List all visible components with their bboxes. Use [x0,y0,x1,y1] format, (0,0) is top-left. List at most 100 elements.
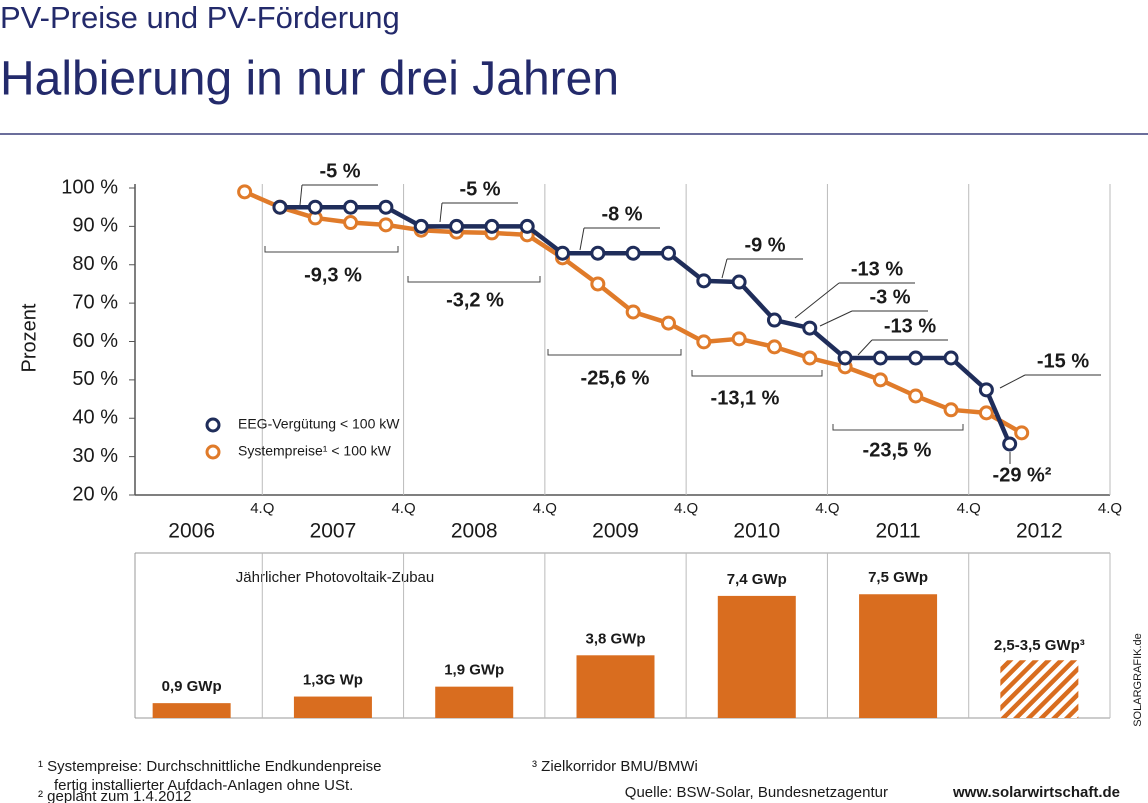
bar [576,655,655,718]
annotation: -13 % [884,315,936,337]
annotation: -8 % [601,203,642,225]
series-marker [837,350,853,366]
y-tick-label: 80 % [72,253,118,275]
bar-value-label: 3,8 GWp [585,630,645,647]
x-tick-label: 4.Q [815,500,839,517]
legend-label: EEG-Vergütung < 100 kW [238,416,400,432]
year-label: 2010 [733,520,780,543]
annotation: -13 % [851,258,903,280]
annotation: -23,5 % [863,439,932,461]
footnote: ¹ Systempreise: Durchschnittliche Endkun… [38,758,382,775]
series-marker [519,218,535,234]
bar-value-label: 7,4 GWp [727,571,787,588]
series-marker [978,382,994,398]
series-marker [872,350,888,366]
series-marker [555,245,571,261]
series-marker [802,320,818,336]
y-tick-label: 100 % [61,176,118,198]
bar-value-label: 1,9 GWp [444,662,504,679]
annotation: -5 % [459,178,500,200]
series-marker [696,273,712,289]
y-tick-label: 50 % [72,368,118,390]
annotation-leader [579,227,585,251]
series-marker [766,312,782,328]
annotation-bracket [264,246,399,253]
bar-value-label: 7,5 GWp [868,569,928,586]
series-marker [731,331,747,347]
annotation-bracket [691,370,823,377]
annotation-leader [999,374,1026,389]
annotation-leader [299,184,303,206]
x-tick-label: 4.Q [533,500,557,517]
credit: SOLARGRAFIK.de [1132,633,1144,727]
annotation: -25,6 % [581,367,650,389]
annotation-bracket [547,349,682,356]
y-tick-label: 30 % [72,445,118,467]
series-marker [625,304,641,320]
series-marker [908,388,924,404]
annotation: -3 % [869,286,910,308]
bar [859,594,938,718]
annotation: -13,1 % [711,387,780,409]
series-marker [660,245,676,261]
annotation: -9,3 % [304,264,362,286]
footnote: ³ Zielkorridor BMU/BMWi [532,758,698,775]
series-marker [237,184,253,200]
series-marker [307,199,323,215]
year-label: 2012 [1016,520,1063,543]
footnote: fertig installierter Aufdach-Anlagen ohn… [54,777,353,794]
year-label: 2006 [168,520,215,543]
year-label: 2009 [592,520,639,543]
series-marker [943,350,959,366]
series-marker [766,339,782,355]
bar [435,686,514,718]
legend-marker [205,444,221,460]
x-tick-label: 4.Q [391,500,415,517]
series-marker [484,218,500,234]
series-marker [378,199,394,215]
year-label: 2007 [310,520,357,543]
annotation-bracket [832,424,964,431]
series-marker [978,405,994,421]
source: Quelle: BSW-Solar, Bundesnetzagentur [625,784,888,801]
series-line [279,204,1012,445]
series-marker [731,274,747,290]
year-label: 2011 [875,520,920,543]
annotation-leader [819,310,853,327]
annotation: -29 %² [993,464,1052,486]
annotation: -9 % [744,234,785,256]
x-tick-label: 4.Q [957,500,981,517]
series-marker [908,350,924,366]
annotation-leader [721,258,728,279]
bar-value-label: 0,9 GWp [162,678,222,695]
annotation: -15 % [1037,350,1089,372]
year-label: 2008 [451,520,498,543]
y-tick-label: 90 % [72,215,118,237]
y-tick-label: 70 % [72,291,118,313]
forecast-bar [1000,660,1079,718]
header-title: PV-Preise und PV-Förderung [0,0,400,35]
series-marker [343,215,359,231]
series-marker [413,218,429,234]
annotation-leader [857,339,873,356]
series-marker [272,199,288,215]
series-marker [590,245,606,261]
bar [717,595,796,718]
footnote: ² geplant zum 1.4.2012 [38,788,191,803]
legend-marker [205,417,221,433]
series-marker [943,402,959,418]
y-tick-label: 20 % [72,483,118,505]
series-marker [378,217,394,233]
series-marker [872,372,888,388]
series-marker [625,245,641,261]
annotation: -5 % [319,160,360,182]
series-marker [1014,425,1030,441]
forecast-label: 2,5-3,5 GWp³ [994,637,1085,654]
website: www.solarwirtschaft.de [952,784,1120,801]
annotation: -3,2 % [446,289,504,311]
header-subtitle: Halbierung in nur drei Jahren [0,53,619,106]
annotation-leader [794,282,840,319]
annotation-bracket [407,276,541,283]
x-tick-label: 4.Q [1098,500,1122,517]
x-tick-label: 4.Q [250,500,274,517]
